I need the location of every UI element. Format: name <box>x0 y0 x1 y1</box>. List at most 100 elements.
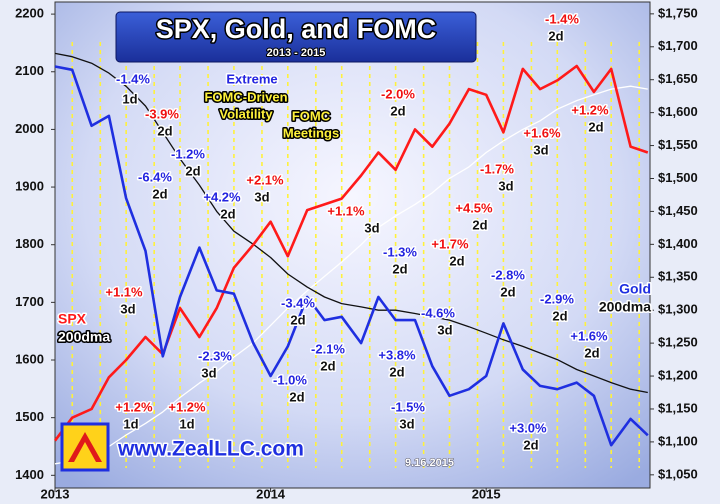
x-tick-label: 2014 <box>256 486 286 501</box>
callout-text: FOMC <box>292 108 331 123</box>
annotation-change: -1.2% <box>171 146 205 161</box>
y2-tick-label: $1,100 <box>658 433 698 448</box>
y2-tick-label: $1,650 <box>658 71 698 86</box>
annotation-change: +1.7% <box>431 236 469 251</box>
annotation-days: 2d <box>548 28 563 43</box>
annotation-days: 3d <box>437 322 452 337</box>
annotation-change: -4.6% <box>421 305 455 320</box>
y2-tick-label: $1,700 <box>658 38 698 53</box>
annotation-change: -2.1% <box>311 341 345 356</box>
series-line <box>54 52 648 394</box>
legend-label: 200dma <box>599 299 651 315</box>
y2-tick-label: $1,350 <box>658 269 698 284</box>
annotation-days: 2d <box>523 437 538 452</box>
annotation-change: +1.6% <box>570 328 608 343</box>
annotation-days: 2d <box>320 358 335 373</box>
annotation-days: 2d <box>500 284 515 299</box>
annotation-days: 2d <box>185 163 200 178</box>
annotation-days: 1d <box>179 416 194 431</box>
annotation-days: 3d <box>201 365 216 380</box>
annotation-change: -2.3% <box>198 348 232 363</box>
annotation-change: -1.3% <box>383 244 417 259</box>
y2-tick-label: $1,250 <box>658 335 698 350</box>
series-line <box>53 64 649 442</box>
chart-subtitle: 2013 - 2015 <box>267 47 326 59</box>
series-line <box>54 85 648 465</box>
y-tick-label: 1600 <box>15 351 44 366</box>
y2-tick-label: $1,600 <box>658 104 698 119</box>
annotation-change: -3.9% <box>145 106 179 121</box>
legend-label: SPX <box>58 311 87 327</box>
annotation-change: -1.7% <box>480 161 514 176</box>
annotation-days: 2d <box>220 206 235 221</box>
y2-tick-label: $1,150 <box>658 400 698 415</box>
annotation-days: 2d <box>584 345 599 360</box>
annotation-days: 2d <box>157 123 172 138</box>
x-tick-label: 2015 <box>472 486 501 501</box>
annotation-change: +2.1% <box>246 172 284 187</box>
annotation-days: 2d <box>552 308 567 323</box>
annotation-change: -1.4% <box>545 11 579 26</box>
annotation-change: -1.5% <box>391 399 425 414</box>
annotation-change: +1.6% <box>523 125 561 140</box>
series-line <box>54 65 649 447</box>
legend-label: 200dma <box>58 329 110 345</box>
callout-text: Meetings <box>283 125 339 140</box>
y-tick-label: 2100 <box>15 63 44 78</box>
x-tick-label: 2013 <box>41 486 70 501</box>
annotation-change: +1.1% <box>327 203 365 218</box>
callout-text: FOMC-Driven <box>204 89 287 104</box>
annotation-change: +4.2% <box>203 189 241 204</box>
legend-label: Gold <box>619 281 651 297</box>
callout-text: Volatility <box>219 106 273 121</box>
annotation-days: 2d <box>389 364 404 379</box>
annotation-days: 2d <box>449 253 464 268</box>
logo <box>60 422 110 472</box>
annotation-change: -6.4% <box>138 169 172 184</box>
y2-tick-label: $1,050 <box>658 466 698 481</box>
y-tick-label: 1400 <box>15 467 44 482</box>
website: www.ZealLLC.com <box>117 438 304 461</box>
annotation-change: -2.9% <box>540 291 574 306</box>
y2-tick-label: $1,300 <box>658 302 698 317</box>
y2-tick-label: $1,400 <box>658 236 698 251</box>
y-tick-label: 1900 <box>15 178 44 193</box>
annotation-days: 3d <box>399 416 414 431</box>
annotation-days: 3d <box>498 178 513 193</box>
fomc-layer <box>71 42 641 468</box>
annotation-change: +1.2% <box>115 399 153 414</box>
annotation-change: -1.0% <box>273 372 307 387</box>
text-layer: 1400 1500 1600 1700 1800 1900 2000 2100 2200 $1,0… <box>15 5 698 501</box>
annotation-days: 2d <box>390 103 405 118</box>
y2-tick-label: $1,450 <box>658 203 698 218</box>
annotation-days: 2d <box>472 217 487 232</box>
y2-tick-label: $1,500 <box>658 170 698 185</box>
y2-tick-label: $1,550 <box>658 137 698 152</box>
annotation-days: 2d <box>289 389 304 404</box>
annotation-days: 2d <box>588 119 603 134</box>
annotation-days: 3d <box>120 301 135 316</box>
y-tick-label: 1500 <box>15 409 44 424</box>
annotation-days: 2d <box>152 186 167 201</box>
y-tick-label: 2000 <box>15 121 44 136</box>
y-tick-label: 2200 <box>15 6 44 21</box>
annotation-change: +4.5% <box>455 200 493 215</box>
annotation-days: 3d <box>533 142 548 157</box>
callout-text: Extreme <box>226 71 277 86</box>
annotation-days: 1d <box>122 91 137 106</box>
title-box <box>115 11 477 63</box>
annotation-change: -2.8% <box>491 267 525 282</box>
annotation-change: -2.0% <box>381 86 415 101</box>
annotation-change: +1.1% <box>105 284 143 299</box>
annotation-change: -3.4% <box>281 295 315 310</box>
y-tick-label: 1800 <box>15 236 44 251</box>
annotation-days: 2d <box>290 312 305 327</box>
annotation-days: 3d <box>364 220 379 235</box>
annotation-change: +1.2% <box>571 102 609 117</box>
annotation-change: +3.0% <box>509 420 547 435</box>
y2-tick-label: $1,200 <box>658 367 698 382</box>
y-tick-label: 1700 <box>15 294 44 309</box>
annotation-change: +1.2% <box>168 399 206 414</box>
